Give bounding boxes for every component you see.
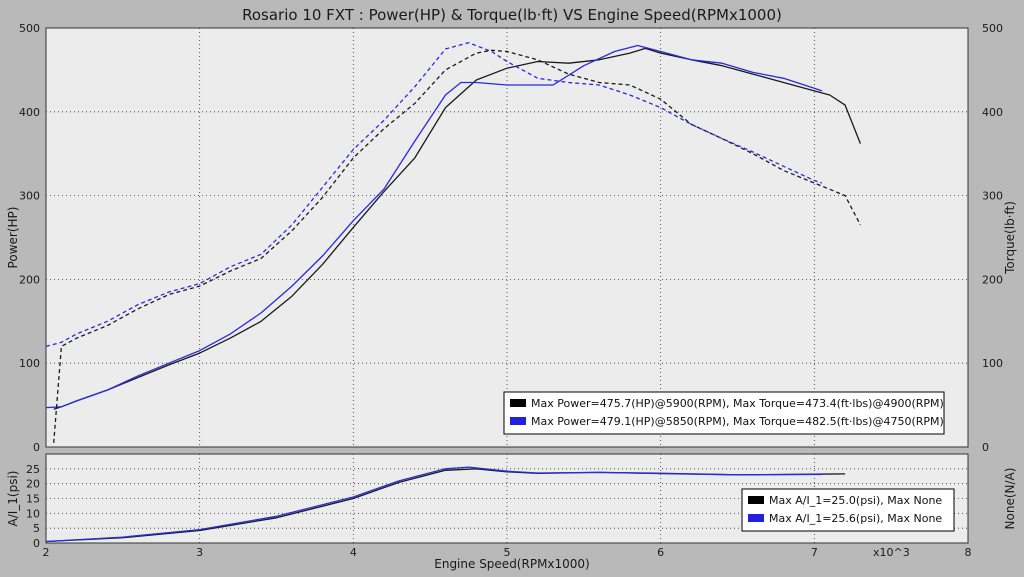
series-line-3 [53, 49, 861, 443]
legend-entry: Max Power=479.1(HP)@5850(RPM), Max Torqu… [531, 415, 944, 428]
y-axis-title: Power(HP) [6, 207, 20, 269]
chart-title: Rosario 10 FXT : Power(HP) & Torque(lb·f… [242, 6, 782, 24]
legend-entry: Max A/I_1=25.6(psi), Max None [769, 512, 942, 525]
legend-swatch [748, 496, 764, 504]
series-line-2 [45, 466, 822, 543]
y-tick-label: 0 [33, 537, 40, 550]
legend-swatch [510, 417, 526, 425]
y-right-tick-label: 500 [982, 22, 1003, 35]
y-tick-label: 200 [19, 273, 40, 286]
series-line-1 [53, 47, 862, 410]
y-tick-label: 400 [19, 106, 40, 119]
x-tick-label: 3 [196, 546, 203, 559]
y-tick-label: 25 [26, 463, 40, 476]
series-line-2 [45, 44, 823, 409]
legend-box [503, 391, 945, 435]
legend-entry: Max A/I_1=25.0(psi), Max None [769, 494, 942, 507]
y-axis-title: A/I_1(psi) [6, 471, 20, 527]
y-right-tick-label: 0 [982, 441, 989, 454]
plot-area [45, 27, 969, 448]
legend-swatch [510, 399, 526, 407]
y-tick-label: 20 [26, 478, 40, 491]
y-tick-label: 5 [33, 522, 40, 535]
y-tick-label: 10 [26, 507, 40, 520]
legend-swatch [748, 514, 764, 522]
y-right-tick-label: 200 [982, 273, 1003, 286]
x-tick-label: 5 [504, 546, 511, 559]
x-axis-title: Engine Speed(RPMx1000) [434, 557, 590, 571]
legend: Max A/I_1=25.0(psi), Max None Max A/I_1=2… [741, 488, 955, 532]
x-tick-label: 7 [811, 546, 818, 559]
x-tick-label: 8 [965, 546, 972, 559]
y-tick-label: 500 [19, 22, 40, 35]
legend-entry: Max Power=475.7(HP)@5900(RPM), Max Torqu… [531, 397, 944, 410]
y-right-tick-label: 100 [982, 357, 1003, 370]
y-right-tick-label: 400 [982, 106, 1003, 119]
y-right-axis-title: Torque(lb·ft) [1003, 201, 1017, 275]
x-tick-label: 2 [43, 546, 50, 559]
legend-box [741, 488, 955, 532]
legend: Max Power=475.7(HP)@5900(RPM), Max Torqu… [503, 391, 945, 435]
x-tick-label: 4 [350, 546, 357, 559]
x-multiplier-label: x10^3 [873, 546, 910, 559]
y-tick-label: 15 [26, 493, 40, 506]
y-tick-label: 0 [33, 441, 40, 454]
power-torque-panel: 0 100 200 300 400 500 0 100 200 300 400 500 Power(HP… [6, 22, 1017, 454]
y-tick-label: 300 [19, 190, 40, 203]
y-tick-label: 100 [19, 357, 40, 370]
series-line-4 [45, 42, 823, 348]
y-right-tick-label: 300 [982, 190, 1003, 203]
y-right-axis-title: None(N/A) [1003, 468, 1017, 530]
x-tick-label: 6 [657, 546, 664, 559]
